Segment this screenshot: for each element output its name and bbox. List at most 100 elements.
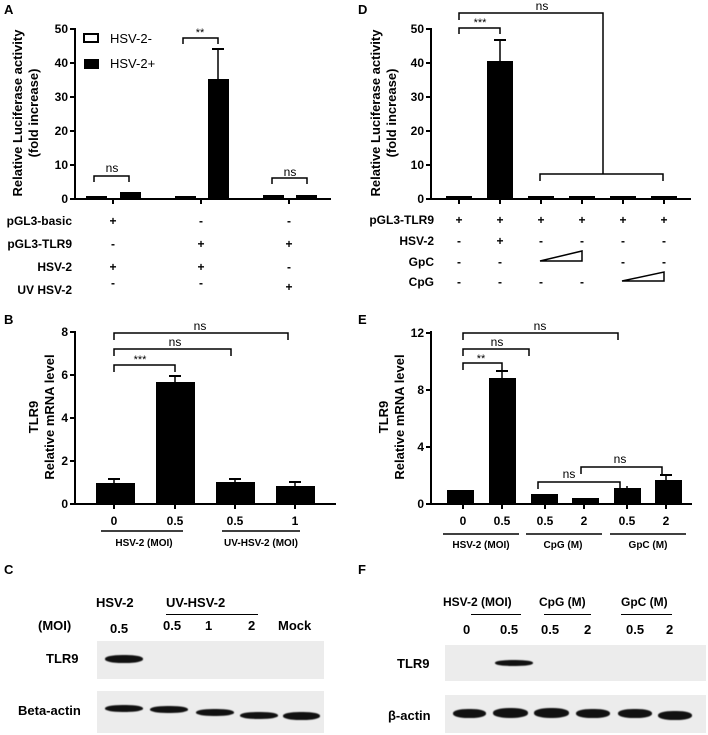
svg-text:-: - xyxy=(539,234,543,248)
ytick: 30 xyxy=(411,90,425,104)
panel-label-a: A xyxy=(4,2,14,17)
svg-text:-: - xyxy=(457,234,461,248)
xtick: 0.5 xyxy=(494,514,511,528)
bar xyxy=(651,196,677,199)
svg-text:-: - xyxy=(621,255,625,269)
ytick: 12 xyxy=(411,326,425,340)
blot-f-group: GpC (M) xyxy=(621,595,668,609)
sig-annotation: ns xyxy=(169,335,182,349)
xtick: 0.5 xyxy=(227,514,244,528)
blot-c-row-tlr9: TLR9 xyxy=(46,651,79,666)
panel-label-f: F xyxy=(358,562,366,577)
ytick: 0 xyxy=(61,192,68,206)
bar xyxy=(446,196,472,199)
bar xyxy=(263,195,284,199)
row-label: UV HSV-2 xyxy=(17,283,72,297)
chart-a-ylabel-1: Relative Luciferase activity xyxy=(10,29,25,197)
svg-text:+: + xyxy=(109,260,116,274)
svg-text:+: + xyxy=(660,213,667,227)
xtick: 0.5 xyxy=(619,514,636,528)
svg-text:-: - xyxy=(621,234,625,248)
svg-text:-: - xyxy=(662,255,666,269)
bar xyxy=(120,192,141,199)
sig-annotation: ns xyxy=(284,165,297,179)
chart-e-ylabel-2: Relative mRNA level xyxy=(392,354,407,479)
blot-f-row-actin: β-actin xyxy=(388,708,431,723)
lane-label: 0.5 xyxy=(626,622,645,637)
xtick: 0 xyxy=(460,514,467,528)
bar xyxy=(208,79,229,199)
sig-annotation: ns xyxy=(194,319,207,333)
xtick: 2 xyxy=(663,514,670,528)
lane-label: 0 xyxy=(463,622,471,637)
row-label: HSV-2 xyxy=(399,234,434,248)
blot-c-row-actin: Beta-actin xyxy=(18,703,81,718)
bar xyxy=(96,483,135,504)
panel-label-e: E xyxy=(358,312,367,327)
svg-text:+: + xyxy=(496,213,503,227)
chart-a-ylabel-2: (fold increase) xyxy=(26,69,41,158)
band xyxy=(658,711,692,720)
blot-f-actin-membrane xyxy=(445,695,706,733)
group-label: GpC (M) xyxy=(629,540,668,551)
ytick: 0 xyxy=(417,497,424,511)
svg-text:-: - xyxy=(498,275,502,289)
ytick: 2 xyxy=(61,454,68,468)
sig-annotation: *** xyxy=(134,354,148,366)
svg-text:-: - xyxy=(199,276,203,290)
sig-annotation: *** xyxy=(474,17,488,29)
chart-d-ylabel-2: (fold increase) xyxy=(384,69,399,158)
bar xyxy=(216,482,255,504)
ytick: 20 xyxy=(55,124,69,138)
blot-f-divider xyxy=(544,614,591,615)
bar xyxy=(655,480,682,504)
ytick: 0 xyxy=(61,497,68,511)
ytick: 30 xyxy=(55,90,69,104)
blot-f-group: CpG (M) xyxy=(539,595,586,609)
sig-annotation: ** xyxy=(196,27,205,39)
bar xyxy=(487,61,513,199)
svg-text:-: - xyxy=(580,234,584,248)
row-label: pGL3-TLR9 xyxy=(369,213,434,227)
group-label: UV-HSV-2 (MOI) xyxy=(224,538,298,549)
lane-label: 0.5 xyxy=(541,622,560,637)
blot-c-header-hsv2: HSV-2 xyxy=(96,595,134,610)
ytick: 50 xyxy=(55,22,69,36)
chart-b-ylabel-2: Relative mRNA level xyxy=(42,354,57,479)
svg-text:+: + xyxy=(285,237,292,251)
svg-text:-: - xyxy=(287,260,291,274)
xtick: 2 xyxy=(581,514,588,528)
sig-annotation: ns xyxy=(534,319,547,333)
group-label: HSV-2 (MOI) xyxy=(115,538,172,549)
bar xyxy=(156,382,195,504)
panel-label-c: C xyxy=(4,562,14,577)
svg-text:+: + xyxy=(496,234,503,248)
group-label: HSV-2 (MOI) xyxy=(452,540,509,551)
ytick: 40 xyxy=(55,56,69,70)
lane-label: 2 xyxy=(666,622,674,637)
panel-label-d: D xyxy=(358,2,368,17)
svg-text:-: - xyxy=(580,275,584,289)
ytick: 6 xyxy=(61,368,68,382)
svg-text:+: + xyxy=(197,260,204,274)
xtick: 0 xyxy=(111,514,118,528)
legend-hsv2-neg: HSV-2- xyxy=(110,31,152,46)
lane-label: 0.5 xyxy=(500,622,519,637)
svg-text:+: + xyxy=(455,213,462,227)
sig-annotation: ** xyxy=(477,353,486,365)
band xyxy=(105,705,143,712)
band xyxy=(618,709,652,718)
xtick: 0.5 xyxy=(537,514,554,528)
sig-annotation: ns xyxy=(563,467,576,481)
bar xyxy=(175,196,196,199)
ytick: 8 xyxy=(417,383,424,397)
bar xyxy=(276,486,315,504)
blot-f-group: HSV-2 (MOI) xyxy=(443,595,512,609)
sig-annotation: ns xyxy=(536,0,549,13)
chart-a: Relative Luciferase activity (fold incre… xyxy=(7,22,331,297)
bar xyxy=(447,490,474,504)
row-label: GpC xyxy=(409,255,435,269)
band xyxy=(283,712,320,720)
bar xyxy=(614,488,641,504)
band xyxy=(105,655,143,663)
